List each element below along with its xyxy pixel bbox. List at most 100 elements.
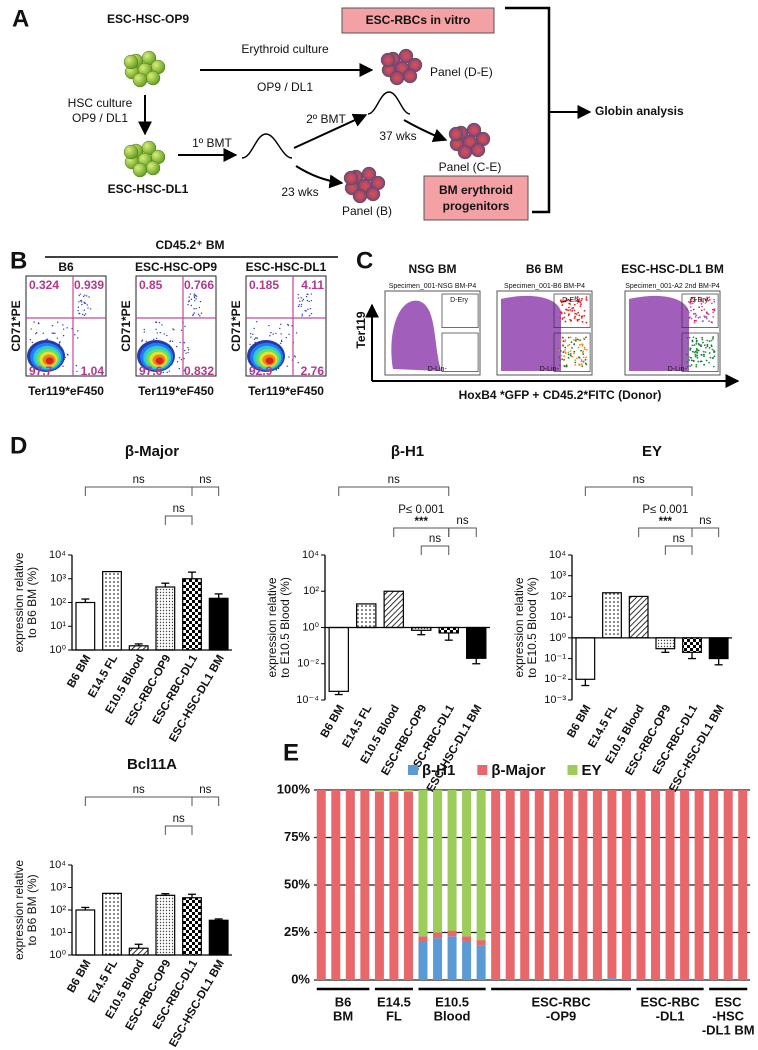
event-dot [198,306,201,309]
event-dot [574,359,577,362]
event-dot [574,312,577,315]
event-dot [700,309,703,312]
event-dot [579,305,582,308]
bar [438,626,459,634]
event-dot [575,299,578,302]
group-label: -HSC [712,1008,744,1023]
event-dot [713,301,716,303]
error-bar [188,571,196,579]
event-dot [581,315,584,318]
event-dot [79,299,82,302]
event-dot [564,346,567,349]
event-dot [703,308,706,311]
rbc-cluster [343,166,386,204]
event-dot [574,339,577,342]
cell [352,188,368,204]
event-dot [573,343,576,346]
event-dot [567,351,570,354]
event-dot [686,318,689,321]
event-dot [300,305,302,308]
event-dot [45,338,47,341]
event-dot [249,333,252,335]
event-dot [580,363,583,366]
density [265,357,274,365]
event-dot [698,306,701,308]
event-dot [253,327,255,330]
event-dot [701,336,704,339]
event-dot [298,304,300,306]
significance-label: ns [133,474,145,486]
bar-segment [316,790,326,980]
event-dot [293,355,296,357]
bar [208,597,229,651]
event-dot [307,308,309,310]
event-dot [573,350,576,353]
legend-swatch [408,765,418,775]
event-dot [580,316,583,319]
bar [128,947,149,956]
error-bar [444,632,453,641]
bar [182,897,202,956]
event-dot [256,337,259,339]
significance-label: ns [173,503,185,515]
step-label: 23 wks [281,185,318,199]
event-dot [300,297,302,299]
event-dot [36,331,38,334]
event-dot [59,341,61,343]
event-dot [583,348,586,351]
event-dot [180,358,183,361]
step-label: 2º BMT [306,112,346,126]
event-dot [562,351,565,354]
bar-segment [374,790,384,792]
y-tick-label: 0% [291,971,310,986]
step-label: 1º BMT [192,136,232,150]
event-dot [569,299,572,301]
significance-bracket [420,545,450,555]
event-dot [88,296,90,298]
event-dot [700,302,703,305]
event-dot [704,351,707,353]
bar-segment [476,945,486,980]
specimen-label: Specimen_001-B6 BM-P4 [504,283,585,290]
event-dot [576,357,578,360]
y-axis-label: CD71*PE [119,300,133,351]
event-dot [54,332,56,334]
y-tick-label: 10¹ [550,611,566,623]
event-dot [78,294,80,297]
event-dot [578,314,581,317]
bar-segment [462,790,472,937]
quadrant-value: 0.766 [184,278,214,292]
event-dot [297,361,299,364]
bar-segment [418,942,428,980]
bar-segment [403,790,413,792]
event-dot [84,302,87,304]
event-dot [585,356,587,359]
event-dot [712,311,715,314]
error-bar [417,630,426,636]
plot-title: B6 [58,260,74,274]
group-label: FL [386,1008,402,1023]
event-dot [183,357,185,360]
event-dot [703,355,705,358]
event-dot [687,356,690,358]
event-dot [141,340,143,342]
event-dot [299,300,301,302]
event-dot [175,345,178,348]
error-bar [188,893,196,898]
cell [448,126,464,142]
gate [553,332,591,372]
event-dot [173,329,175,331]
event-dot [155,328,157,330]
event-dot [279,327,281,330]
event-dot [187,349,190,351]
event-dot [581,365,584,368]
event-dot [562,344,565,347]
group-label: BM [333,1008,353,1023]
event-dot [691,350,694,353]
bar [75,909,96,956]
density [155,357,164,365]
event-dot [694,355,697,358]
event-dot [64,356,67,358]
event-dot [575,313,578,315]
y-tick-label: 10² [50,904,66,916]
